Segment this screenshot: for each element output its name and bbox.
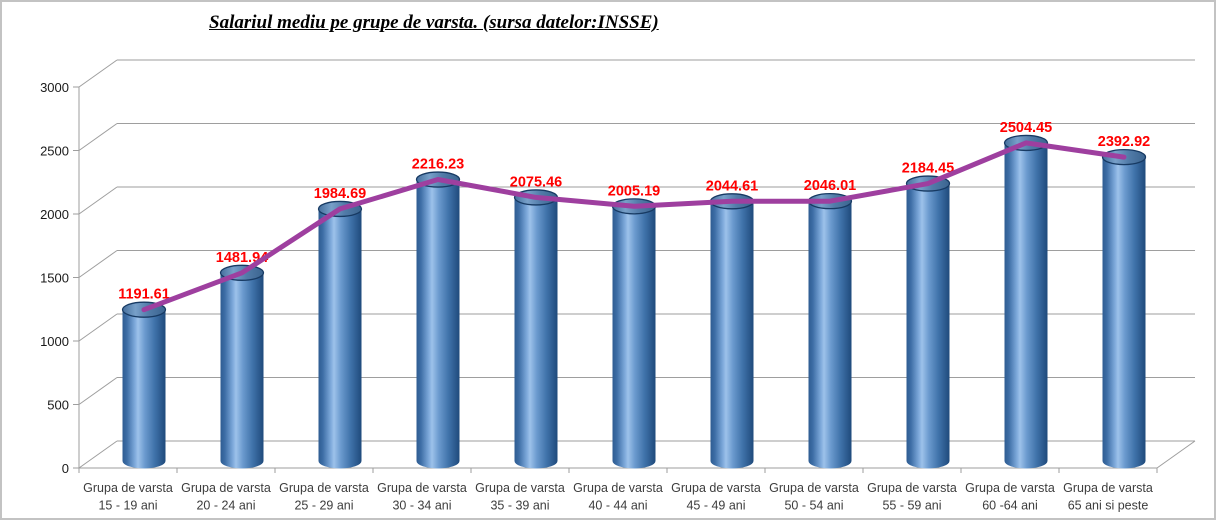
x-axis-label-top: Grupa de varsta	[181, 481, 271, 495]
y-axis-tick-label: 3000	[40, 80, 69, 95]
x-axis-label-bottom: 55 - 59 ani	[882, 499, 941, 513]
bar-value-label: 2044.61	[706, 178, 758, 194]
bar-cylinder-body	[1004, 142, 1048, 469]
x-axis-label-top: Grupa de varsta	[83, 481, 173, 495]
bar-value-label: 2184.45	[902, 161, 954, 177]
y-axis-tick-label: 1500	[40, 271, 69, 286]
bar-cylinder-body	[318, 208, 362, 469]
bar-value-label: 2392.92	[1098, 134, 1150, 150]
y-axis-tick-label: 2000	[40, 207, 69, 222]
gridline-depth	[78, 377, 118, 405]
x-axis-label-bottom: 30 - 34 ani	[392, 499, 451, 513]
gridline-depth	[78, 186, 118, 215]
x-axis-label-bottom: 35 - 39 ani	[490, 499, 549, 513]
x-axis-label-bottom: 60 -64 ani	[982, 499, 1038, 513]
x-axis-label-bottom: 45 - 49 ani	[686, 499, 745, 513]
y-axis-tick-label: 2500	[40, 144, 69, 159]
bar-cylinder-body	[612, 206, 656, 469]
bar-value-label: 1984.69	[314, 186, 366, 202]
floor-right-edge	[1156, 440, 1196, 469]
bar-value-label: 2216.23	[412, 157, 464, 173]
bar-cylinder-body	[122, 309, 166, 469]
bar-value-label: 2046.01	[804, 178, 856, 194]
x-axis-label-bottom: 20 - 24 ani	[196, 499, 255, 513]
bar-cylinder-body	[808, 201, 852, 469]
x-axis-label-bottom: 25 - 29 ani	[294, 499, 353, 513]
x-axis-label-top: Grupa de varsta	[867, 481, 957, 495]
gridline-depth	[78, 440, 118, 469]
x-axis-label-top: Grupa de varsta	[965, 481, 1055, 495]
y-axis-tick-label: 0	[62, 461, 69, 476]
x-axis-label-top: Grupa de varsta	[769, 481, 859, 495]
y-axis-tick-label: 500	[47, 398, 69, 413]
x-axis-label-bottom: 65 ani si peste	[1068, 499, 1149, 513]
y-axis-tick-label: 1000	[40, 334, 69, 349]
x-axis-label-top: Grupa de varsta	[377, 481, 467, 495]
bar-value-label: 1191.61	[118, 287, 170, 303]
gridline-depth	[78, 313, 118, 342]
x-axis-label-top: Grupa de varsta	[279, 481, 369, 495]
bar-value-label: 2005.19	[608, 183, 660, 199]
gridline-depth	[78, 59, 118, 88]
chart-title: Salariul mediu pe grupe de varsta. (surs…	[209, 12, 659, 33]
bar-cylinder-body	[514, 197, 558, 469]
x-axis-label-bottom: 40 - 44 ani	[588, 499, 647, 513]
bar-cylinder-body	[220, 272, 264, 469]
bar-cylinder-body	[416, 179, 460, 469]
x-axis-label-bottom: 15 - 19 ani	[98, 499, 157, 513]
gridline-depth	[78, 123, 118, 151]
bar-cylinder-body	[710, 201, 754, 469]
x-axis-label-top: Grupa de varsta	[573, 481, 663, 495]
x-axis-label-top: Grupa de varsta	[475, 481, 565, 495]
x-axis-label-top: Grupa de varsta	[671, 481, 761, 495]
gridline-depth	[78, 250, 118, 278]
bar-cylinder-body	[1102, 157, 1146, 469]
trend-line	[141, 140, 1127, 313]
bar-cylinder-body	[906, 183, 950, 469]
x-axis-label-bottom: 50 - 54 ani	[784, 499, 843, 513]
bar-value-label: 2075.46	[510, 174, 562, 190]
bar-value-label: 2504.45	[1000, 120, 1052, 136]
x-axis-label-top: Grupa de varsta	[1063, 481, 1153, 495]
